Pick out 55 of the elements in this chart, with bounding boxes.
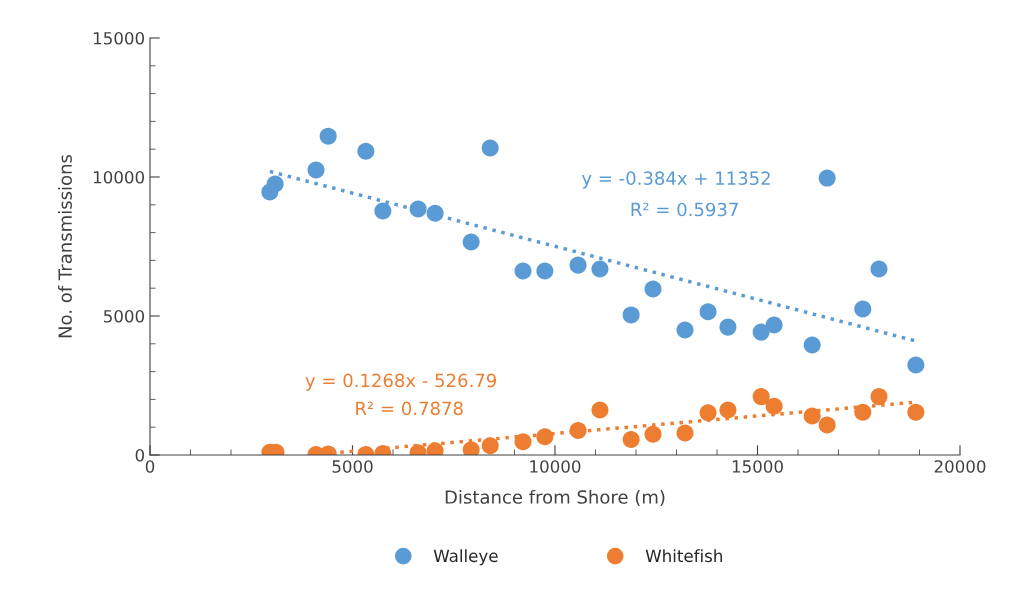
point [357,142,375,160]
x-axis-title: Distance from Shore (m) [445,489,665,506]
y-tick-label: 15000 [93,31,145,45]
point [481,139,499,157]
point [818,169,836,187]
point [319,127,337,145]
point [514,262,532,280]
y-tick-label: 5000 [104,309,145,323]
point [752,323,770,341]
point [676,321,694,339]
point [752,388,770,406]
point [644,425,662,443]
x-tick-label: 5000 [332,460,373,473]
point [854,403,872,421]
point [699,303,717,321]
annotation: y = 0.1268x - 526.79 [305,373,496,391]
point [622,430,640,448]
point [591,260,609,278]
x-tick-label: 15000 [732,460,783,473]
point [644,280,662,298]
point [374,202,392,220]
point [591,401,609,419]
x-tick-label: 0 [145,460,155,473]
annotation: y = -0.384x + 11352 [581,171,770,189]
annotation: R² = 0.5937 [631,202,738,217]
point [907,356,925,374]
point [719,401,737,419]
legend-label: Walleye [433,549,498,566]
point [462,233,480,251]
point [803,407,821,425]
point [266,175,284,193]
x-tick-label: 10000 [530,460,581,473]
point [536,262,554,280]
y-axis-title: No. of Transmissions [57,154,72,338]
point [818,416,836,434]
point [676,424,694,442]
point [699,404,717,422]
point [536,428,554,446]
y-tick-label: 0 [135,448,145,462]
point [719,318,737,336]
point [907,403,925,421]
legend-label: Whitefish [645,549,722,563]
point [481,437,499,455]
point [307,161,325,179]
point [765,397,783,415]
x-tick-label: 20000 [934,460,986,473]
point [569,256,587,274]
point [803,336,821,354]
annotation: R² = 0.7878 [356,401,463,416]
y-tick-label: 10000 [93,170,145,184]
point [765,316,783,334]
point [870,388,888,406]
point [870,260,888,278]
point [622,306,640,324]
point [854,300,872,318]
